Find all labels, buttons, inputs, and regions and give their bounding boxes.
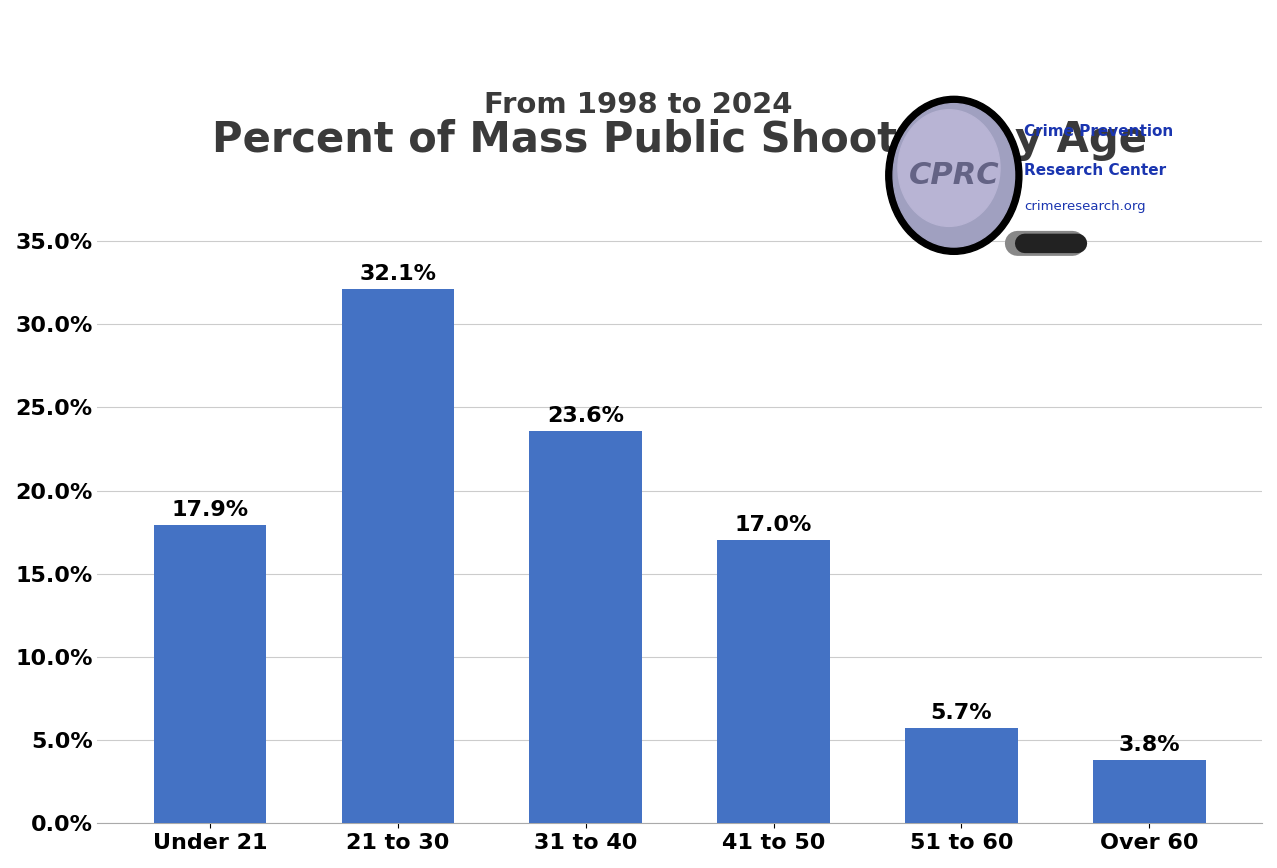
Bar <box>1093 760 1205 823</box>
Text: 3.8%: 3.8% <box>1119 735 1180 755</box>
Text: 5.7%: 5.7% <box>931 703 992 723</box>
Text: 17.0%: 17.0% <box>736 516 812 536</box>
Ellipse shape <box>886 96 1022 254</box>
Bar <box>718 541 830 823</box>
Title: Percent of Mass Public Shooters by Age: Percent of Mass Public Shooters by Age <box>212 119 1147 161</box>
Bar <box>153 525 267 823</box>
Bar <box>530 431 642 823</box>
Ellipse shape <box>898 109 1000 227</box>
Text: 23.6%: 23.6% <box>548 405 624 425</box>
Text: From 1998 to 2024: From 1998 to 2024 <box>484 91 793 119</box>
Text: 17.9%: 17.9% <box>171 501 249 521</box>
Text: Crime Prevention: Crime Prevention <box>1024 124 1174 139</box>
Text: 32.1%: 32.1% <box>359 264 437 284</box>
Text: CPRC: CPRC <box>908 161 999 190</box>
Text: crimeresearch.org: crimeresearch.org <box>1024 201 1145 214</box>
Text: Research Center: Research Center <box>1024 163 1166 178</box>
Bar <box>905 728 1018 823</box>
Bar <box>341 289 455 823</box>
Ellipse shape <box>893 103 1015 247</box>
